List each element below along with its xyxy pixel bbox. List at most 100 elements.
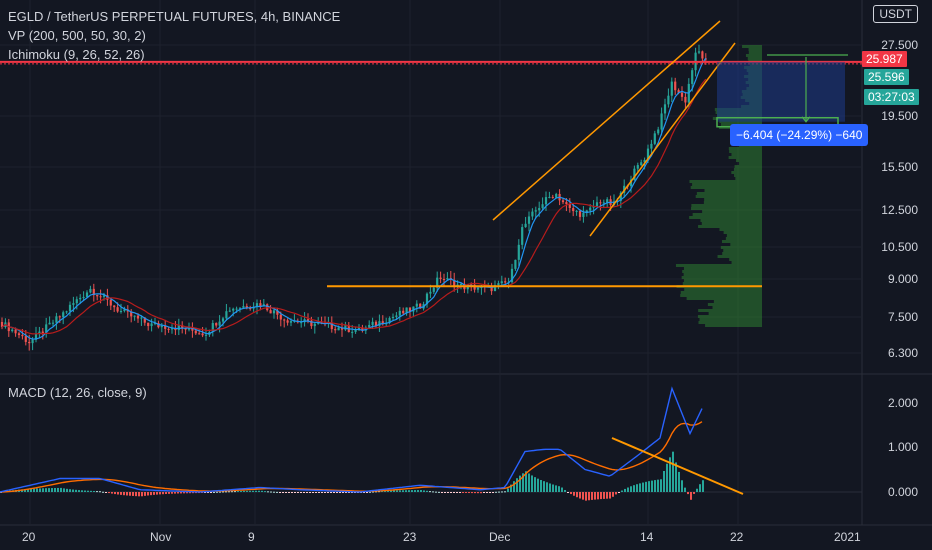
macd-histogram-bar bbox=[156, 492, 158, 495]
candle-body bbox=[28, 341, 31, 344]
candle-body bbox=[534, 210, 537, 212]
candle-body bbox=[65, 311, 68, 313]
candle-body bbox=[402, 310, 405, 314]
macd-histogram-bar bbox=[336, 492, 338, 493]
macd-histogram-bar bbox=[237, 491, 239, 493]
candle-body bbox=[160, 325, 163, 328]
macd-histogram-bar bbox=[519, 475, 521, 492]
candle-body bbox=[24, 336, 27, 342]
macd-histogram-bar bbox=[444, 492, 446, 493]
candle-body bbox=[225, 311, 228, 319]
macd-histogram-bar bbox=[600, 492, 602, 500]
candle-body bbox=[599, 202, 602, 204]
macd-histogram-bar bbox=[195, 492, 197, 494]
y-tick-label: 19.500 bbox=[881, 109, 918, 123]
volume-profile-bar bbox=[723, 231, 762, 234]
macd-histogram-bar bbox=[528, 473, 530, 492]
macd-histogram-bar bbox=[648, 481, 650, 492]
candle-body bbox=[106, 295, 109, 300]
chart-legend: EGLD / TetherUS PERPETUAL FUTURES, 4h, B… bbox=[8, 7, 340, 64]
macd-indicator-label[interactable]: MACD (12, 26, close, 9) bbox=[8, 385, 147, 400]
macd-histogram-bar bbox=[537, 478, 539, 492]
macd-histogram-bar bbox=[597, 492, 599, 500]
macd-histogram-bar bbox=[225, 491, 227, 493]
macd-histogram-bar bbox=[399, 490, 401, 492]
volume-profile-bar bbox=[702, 210, 762, 213]
macd-histogram-bar bbox=[384, 490, 386, 492]
kijun-line bbox=[1, 78, 707, 335]
candle-body bbox=[493, 285, 497, 292]
vp-indicator-label[interactable]: VP (200, 500, 50, 30, 2) bbox=[8, 28, 146, 43]
candle-body bbox=[629, 179, 633, 186]
candle-body bbox=[674, 81, 677, 91]
macd-histogram-bar bbox=[255, 490, 257, 492]
macd-histogram-bar bbox=[495, 491, 497, 493]
macd-histogram-bar bbox=[369, 491, 371, 493]
candle-body bbox=[259, 303, 262, 307]
candle-body bbox=[38, 331, 41, 334]
macd-histogram-bar bbox=[573, 492, 575, 496]
candle-body bbox=[140, 317, 143, 319]
macd-histogram-bar bbox=[231, 491, 233, 493]
macd-histogram-bar bbox=[246, 490, 248, 492]
y-tick-label: 12.500 bbox=[881, 203, 918, 217]
macd-histogram-bar bbox=[135, 492, 137, 497]
macd-histogram-bar bbox=[507, 488, 509, 492]
candle-body bbox=[174, 328, 177, 331]
x-tick-label: 2021 bbox=[834, 530, 861, 544]
macd-histogram-bar bbox=[684, 487, 686, 492]
macd-histogram-bar bbox=[126, 492, 128, 496]
candle-body bbox=[524, 223, 527, 228]
volume-profile-bar bbox=[683, 279, 762, 282]
macd-histogram-bar bbox=[144, 492, 146, 496]
macd-histogram-bar bbox=[675, 462, 677, 492]
macd-legend: MACD (12, 26, close, 9) bbox=[8, 383, 147, 402]
macd-histogram-bar bbox=[639, 483, 641, 492]
volume-profile-bar bbox=[698, 225, 762, 228]
candle-body bbox=[34, 333, 38, 340]
candle-body bbox=[606, 199, 609, 203]
ichimoku-indicator-label[interactable]: Ichimoku (9, 26, 52, 26) bbox=[8, 47, 145, 62]
macd-histogram-bar bbox=[78, 490, 80, 492]
macd-histogram-bar bbox=[489, 492, 491, 493]
volume-profile-bar bbox=[692, 213, 762, 216]
candle-body bbox=[354, 329, 357, 332]
volume-profile-bar bbox=[747, 57, 762, 60]
macd-y-tick-label: 2.000 bbox=[887, 396, 918, 410]
macd-histogram-bar bbox=[291, 492, 293, 493]
candle-body bbox=[340, 327, 344, 330]
candle-body bbox=[660, 113, 663, 130]
macd-histogram-bar bbox=[456, 492, 458, 493]
candle-body bbox=[164, 325, 167, 329]
macd-histogram-bar bbox=[267, 491, 269, 493]
candle-body bbox=[238, 307, 242, 309]
currency-button[interactable]: USDT bbox=[873, 5, 918, 23]
volume-profile-bar bbox=[736, 159, 762, 162]
candle-body bbox=[585, 210, 588, 213]
volume-profile-bar bbox=[723, 249, 762, 252]
macd-histogram-bar bbox=[276, 491, 278, 493]
candle-body bbox=[283, 319, 286, 321]
volume-profile-bar bbox=[725, 237, 762, 240]
candle-body bbox=[55, 316, 58, 323]
macd-histogram-bar bbox=[465, 492, 467, 493]
volume-profile-bar bbox=[722, 252, 762, 255]
macd-histogram-bar bbox=[516, 478, 518, 492]
macd-histogram-bar bbox=[498, 491, 500, 493]
candle-body bbox=[619, 192, 622, 201]
macd-histogram-bar bbox=[390, 490, 392, 492]
macd-histogram-bar bbox=[501, 491, 503, 493]
volume-profile-bar bbox=[728, 156, 762, 159]
volume-profile-bar bbox=[729, 258, 762, 261]
macd-histogram-bar bbox=[108, 492, 110, 494]
candle-body bbox=[79, 297, 82, 300]
macd-histogram-bar bbox=[186, 492, 188, 494]
candle-body bbox=[344, 325, 347, 330]
candle-body bbox=[21, 335, 24, 337]
symbol-title[interactable]: EGLD / TetherUS PERPETUAL FUTURES, 4h, B… bbox=[8, 9, 341, 24]
candle-body bbox=[58, 316, 61, 318]
macd-histogram-bar bbox=[510, 484, 512, 492]
candle-body bbox=[99, 296, 102, 298]
candle-body bbox=[510, 268, 514, 283]
